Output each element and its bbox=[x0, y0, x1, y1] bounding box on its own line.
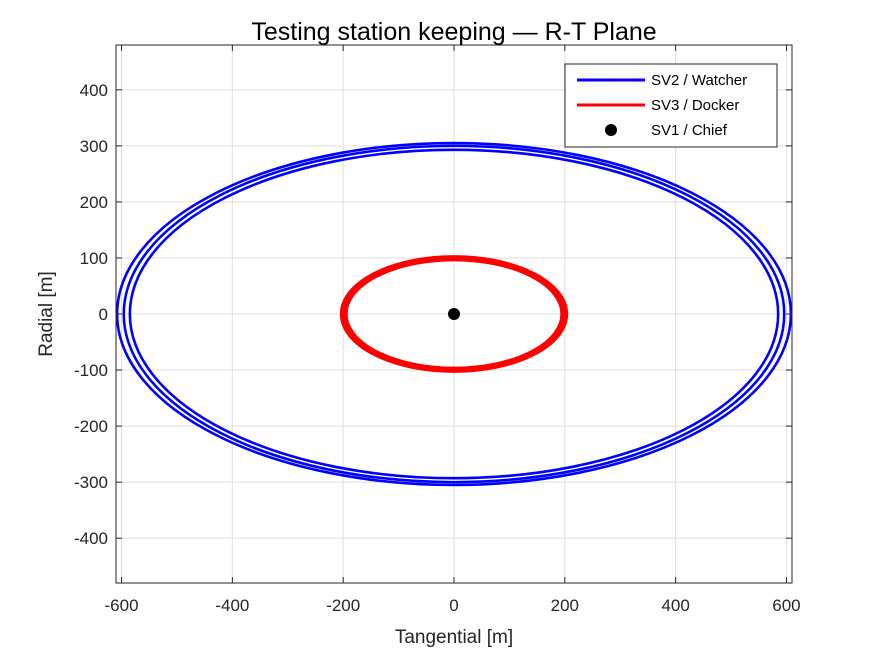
x-tick-label: -600 bbox=[105, 596, 139, 615]
y-tick-label: -200 bbox=[74, 417, 108, 436]
x-tick-label: 400 bbox=[661, 596, 689, 615]
y-tick-label: -400 bbox=[74, 529, 108, 548]
y-tick-label: -100 bbox=[74, 361, 108, 380]
series-0-orbit-line bbox=[128, 148, 780, 480]
y-axis-label: Radial [m] bbox=[36, 271, 57, 357]
x-axis-label: Tangential [m] bbox=[395, 627, 513, 648]
chart-title: Testing station keeping — R-T Plane bbox=[251, 18, 656, 46]
ticks: -600 -400 -200 0 200 400 600 -400 -300 -200 -100 0 1… bbox=[74, 45, 801, 615]
x-tick-label: 0 bbox=[449, 596, 458, 615]
y-tick-label: 200 bbox=[80, 193, 108, 212]
y-tick-label: 100 bbox=[80, 249, 108, 268]
x-tick-label: 600 bbox=[772, 596, 800, 615]
series-0-orbit-line bbox=[122, 144, 786, 484]
legend-label-0: SV2 / Watcher bbox=[651, 72, 747, 89]
x-tick-label: 200 bbox=[551, 596, 579, 615]
legend-label-2: SV1 / Chief bbox=[651, 122, 728, 139]
y-tick-label: 400 bbox=[80, 81, 108, 100]
legend-label-1: SV3 / Docker bbox=[651, 97, 739, 114]
y-tick-label: -300 bbox=[74, 473, 108, 492]
x-tick-label: -400 bbox=[215, 596, 249, 615]
legend-marker-2 bbox=[605, 124, 617, 136]
series-2-point bbox=[448, 308, 460, 320]
series-1-orbit-line bbox=[343, 256, 565, 372]
x-tick-label: -200 bbox=[326, 596, 360, 615]
y-tick-label: 300 bbox=[80, 137, 108, 156]
series-layer bbox=[115, 141, 793, 487]
y-tick-label: 0 bbox=[99, 305, 108, 324]
legend: SV2 / Watcher SV3 / Docker SV1 / Chief bbox=[564, 63, 778, 148]
